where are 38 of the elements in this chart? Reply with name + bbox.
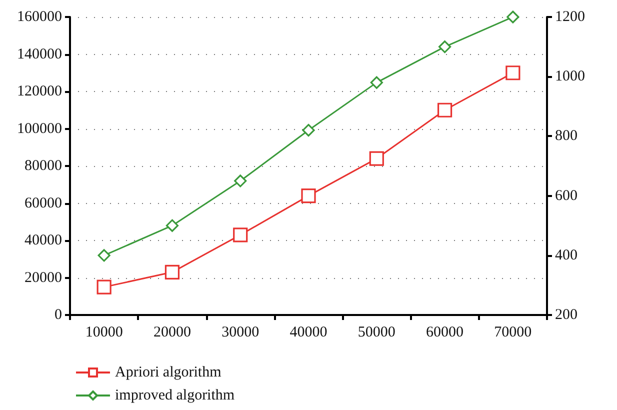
- x-tick-label: 30000: [222, 324, 260, 340]
- y2-tick-label: 1200: [555, 9, 585, 25]
- x-tick-label: 60000: [426, 324, 464, 340]
- y-tick-label: 140000: [17, 46, 62, 62]
- legend-label: Apriori algorithm: [115, 364, 222, 380]
- x-tick-label: 10000: [85, 324, 123, 340]
- y-tick-label: 60000: [24, 195, 62, 212]
- y2-tick-label: 600: [555, 188, 578, 204]
- point: [302, 124, 315, 137]
- x-tick-label: 40000: [290, 324, 328, 340]
- legend-label: improved algorithm: [115, 388, 235, 404]
- point: [301, 188, 316, 204]
- y2-tick-label: 400: [555, 247, 578, 264]
- point: [234, 174, 247, 188]
- point: [98, 249, 110, 262]
- y2-tick-label: 800: [555, 128, 578, 144]
- y-tick-label: 80000: [24, 158, 62, 174]
- point: [438, 40, 452, 54]
- point: [437, 102, 452, 118]
- point: [164, 264, 180, 280]
- y-tick-label: 20000: [24, 270, 62, 286]
- y-tick-label: 40000: [24, 232, 62, 248]
- x-tick-label: 50000: [358, 324, 396, 340]
- point: [369, 151, 384, 166]
- y2-tick-label: 200: [555, 307, 578, 323]
- y-tick-label: 120000: [17, 84, 62, 100]
- point: [506, 10, 520, 24]
- y-tick-label: 0: [54, 307, 62, 323]
- point: [370, 76, 383, 89]
- x-tick-label: 70000: [494, 324, 532, 340]
- y-tick-label: 160000: [17, 9, 62, 25]
- point: [506, 66, 520, 80]
- x-tick-label: 20000: [153, 324, 191, 340]
- point: [233, 228, 248, 242]
- y2-tick-label: 1000: [555, 68, 585, 85]
- y-tick-label: 100000: [17, 120, 62, 137]
- point: [166, 219, 179, 232]
- point: [96, 280, 112, 294]
